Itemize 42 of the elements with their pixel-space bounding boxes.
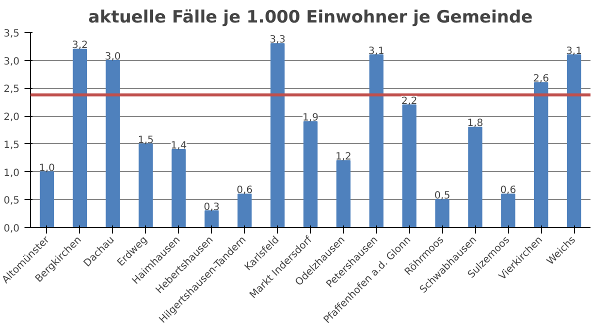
bar bbox=[435, 199, 450, 228]
y-tick-label: 3,5 bbox=[4, 28, 20, 40]
bar bbox=[40, 171, 54, 228]
bar bbox=[402, 104, 416, 228]
bar bbox=[138, 143, 153, 228]
data-label: 1,2 bbox=[335, 152, 352, 163]
data-label: 0,6 bbox=[236, 185, 253, 196]
bar bbox=[72, 48, 87, 228]
data-label: 1,0 bbox=[39, 162, 55, 174]
chart-title: aktuelle Fälle je 1.000 Einwohner je Gemeinde bbox=[88, 8, 533, 28]
data-label: 1,4 bbox=[170, 140, 187, 152]
bar bbox=[106, 60, 120, 228]
data-label: 3,1 bbox=[368, 46, 384, 57]
bar bbox=[501, 194, 516, 228]
data-label: 2,2 bbox=[401, 96, 418, 107]
y-tick-label: 0,5 bbox=[4, 196, 20, 207]
data-label: 1,8 bbox=[467, 118, 484, 130]
y-tick-label: 1,0 bbox=[4, 168, 20, 179]
data-label: 1,9 bbox=[302, 112, 318, 124]
data-label: 3,3 bbox=[270, 34, 286, 46]
data-label: 2,6 bbox=[533, 74, 550, 85]
bar bbox=[204, 210, 219, 228]
y-tick-label: 3,0 bbox=[4, 56, 20, 68]
data-label: 0,6 bbox=[500, 185, 516, 196]
bar bbox=[238, 194, 252, 228]
bar bbox=[534, 82, 548, 228]
bar bbox=[270, 43, 285, 228]
data-label: 0,3 bbox=[204, 202, 220, 213]
bar bbox=[172, 149, 186, 228]
y-tick-label: 0,0 bbox=[4, 224, 20, 234]
y-tick-label: 2,0 bbox=[4, 112, 20, 124]
bar bbox=[566, 54, 582, 228]
y-tick-label: 2,5 bbox=[4, 84, 20, 96]
bar bbox=[303, 121, 318, 228]
data-label: 3,2 bbox=[72, 40, 88, 52]
bar bbox=[468, 126, 482, 228]
data-label: 3,1 bbox=[566, 46, 582, 57]
bar bbox=[369, 54, 384, 228]
data-label: 0,5 bbox=[434, 190, 450, 202]
data-label: 3,0 bbox=[104, 51, 121, 62]
y-tick-label: 1,5 bbox=[4, 140, 20, 151]
bar bbox=[336, 160, 351, 228]
